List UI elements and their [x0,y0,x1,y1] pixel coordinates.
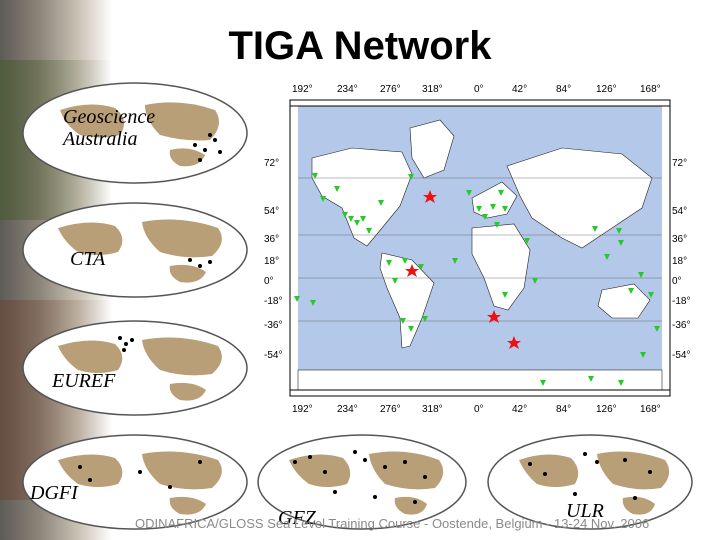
top-tick-2: 276° [380,84,401,95]
map-land [297,119,663,391]
slide-title: TIGA Network [228,24,492,68]
geoscience-australia-map [22,82,248,184]
top-tick-3: 318° [422,84,443,95]
mini-label-ulr: ULR [566,500,604,522]
mini-label-dgfi: DGFI [30,482,78,504]
bottom-tick-5: 42° [512,404,527,415]
tiga-star-markers [405,190,521,349]
ulr-map [487,434,693,530]
right-tick-5: -18° [672,296,690,307]
top-tick-6: 84° [556,84,571,95]
bottom-tick-1: 234° [337,404,358,415]
bottom-tick-2: 276° [380,404,401,415]
top-tick-8: 168° [640,84,661,95]
right-tick-3: 18° [672,256,687,267]
left-tick-6: -36° [264,320,282,331]
right-tick-2: 36° [672,234,687,245]
top-tick-0: 192° [292,84,313,95]
left-tick-7: -54° [264,350,282,361]
top-tick-1: 234° [337,84,358,95]
mini-label-euref: EUREF [52,370,116,392]
left-tick-1: 54° [264,206,279,217]
left-tick-5: -18° [264,296,282,307]
footer-text: ODINAFRICA/GLOSS Sea Level Training Cour… [135,516,650,531]
mini-label-cta: CTA [70,248,106,270]
left-tick-3: 18° [264,256,279,267]
right-tick-4: 0° [672,276,682,287]
bottom-tick-6: 84° [556,404,571,415]
euref-map [22,320,248,416]
left-tick-0: 72° [264,158,279,169]
right-tick-1: 54° [672,206,687,217]
bottom-tick-7: 126° [596,404,617,415]
bottom-tick-3: 318° [422,404,443,415]
right-tick-7: -54° [672,350,690,361]
bottom-tick-4: 0° [474,404,484,415]
tiga-main-map: 192° 234° 276° 318° 0° 42° 84° 126° 168°… [264,84,690,415]
mini-label-geoscience-australia: Geoscience Australia [63,106,156,150]
bottom-tick-8: 168° [640,404,661,415]
gfz-map [257,434,467,530]
right-tick-0: 72° [672,158,687,169]
bottom-tick-0: 192° [292,404,313,415]
top-tick-7: 126° [596,84,617,95]
top-tick-4: 0° [474,84,484,95]
right-tick-6: -36° [672,320,690,331]
station-markers [294,173,660,386]
top-tick-5: 42° [512,84,527,95]
left-tick-2: 36° [264,234,279,245]
cta-map [22,202,248,298]
mini-label-gfz: GFZ [278,507,316,529]
left-tick-4: 0° [264,276,274,287]
dgfi-map [22,434,248,530]
